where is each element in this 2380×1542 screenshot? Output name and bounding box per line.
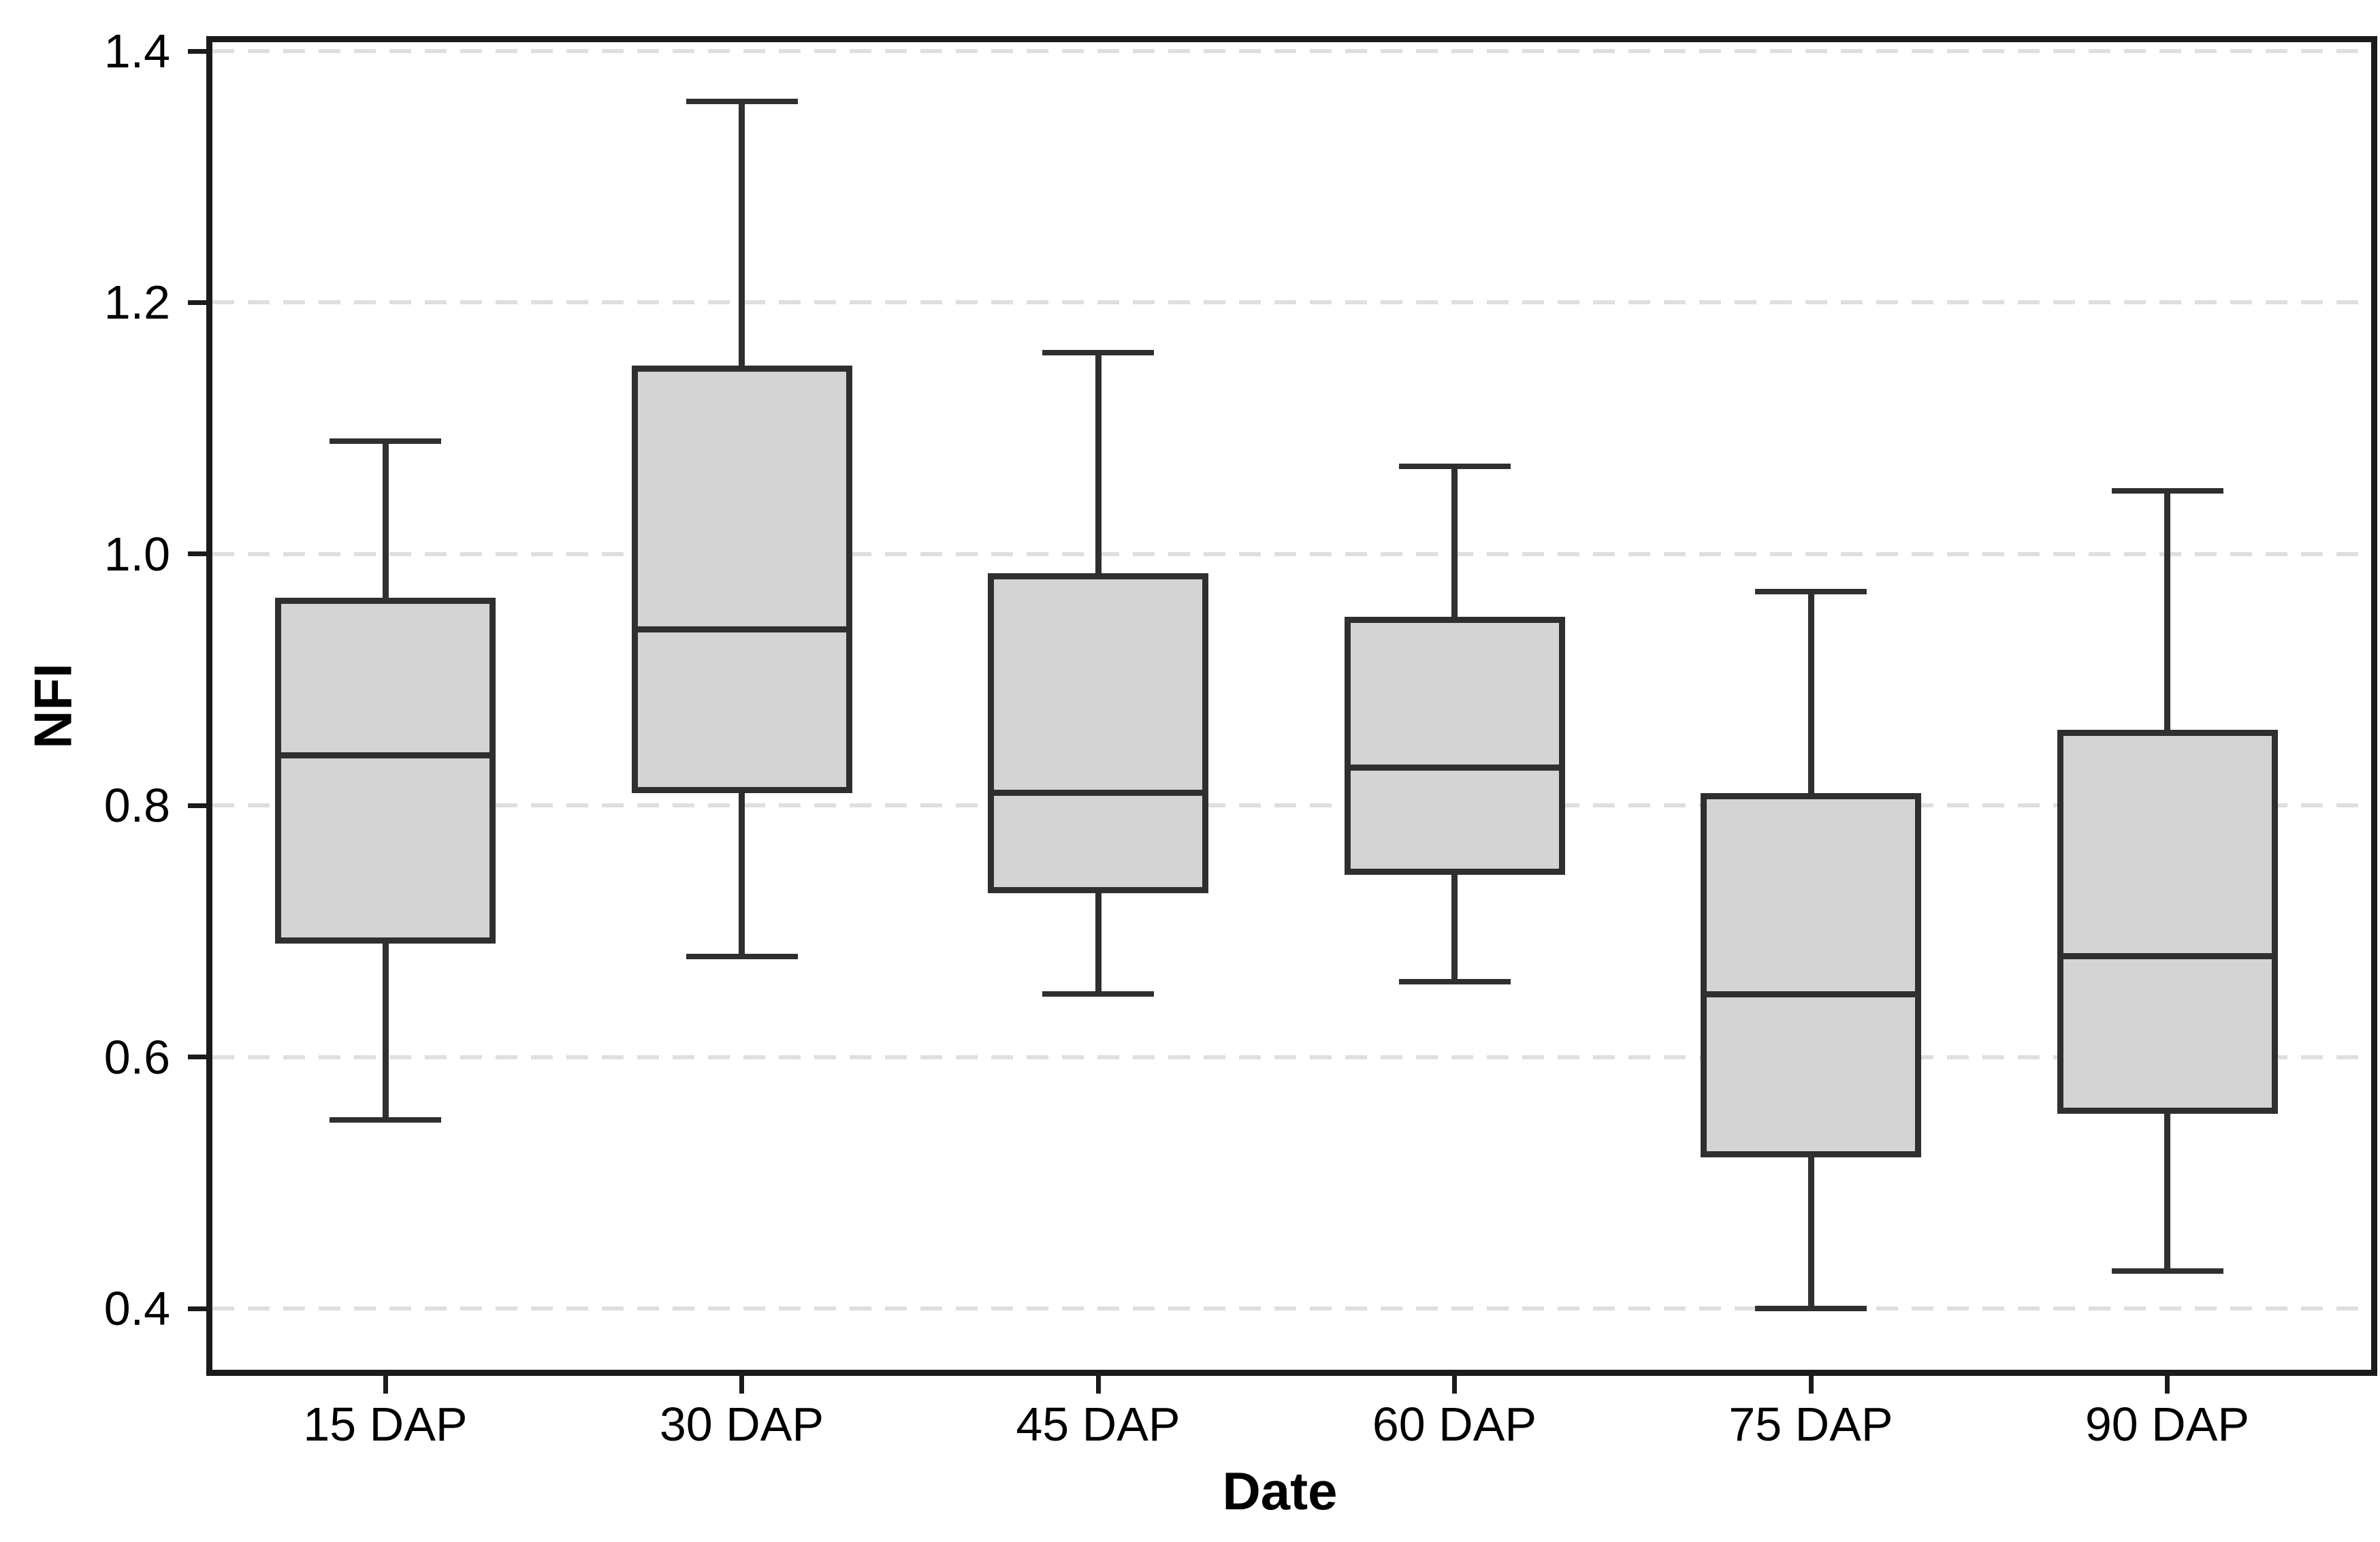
gridline-0-4	[212, 1306, 2371, 1311]
y-tick-1-2	[188, 300, 206, 305]
x-tick-label-30-dap: 30 DAP	[659, 1398, 824, 1451]
median-line	[634, 626, 850, 633]
median-line	[278, 752, 493, 758]
whisker-cap-lower	[1755, 1306, 1867, 1311]
median-line	[1703, 991, 1918, 997]
x-tick-label-60-dap: 60 DAP	[1372, 1398, 1537, 1451]
gridline-1-4	[212, 49, 2371, 53]
y-tick-0-8	[188, 803, 206, 808]
y-tick-label-1-2: 1.2	[103, 276, 170, 330]
y-tick-label-0-4: 0.4	[103, 1282, 170, 1335]
whisker-cap-upper	[1398, 463, 1511, 469]
whisker-cap-lower	[2111, 1268, 2223, 1274]
x-tick-label-45-dap: 45 DAP	[1016, 1398, 1180, 1451]
y-tick-1-4	[188, 48, 206, 54]
iqr-box	[1344, 617, 1565, 875]
x-tick-90-dap	[2165, 1376, 2170, 1394]
iqr-box	[2057, 730, 2278, 1114]
x-axis-title: Date	[1222, 1461, 1338, 1521]
whisker-cap-lower	[1398, 978, 1511, 984]
whisker-cap-upper	[686, 98, 798, 104]
whisker-cap-upper	[329, 438, 441, 444]
y-tick-label-0-8: 0.8	[103, 779, 170, 833]
median-line	[1347, 765, 1562, 771]
x-tick-30-dap	[739, 1376, 744, 1394]
iqr-box	[275, 598, 496, 944]
iqr-box	[1701, 792, 1921, 1158]
y-tick-label-1-4: 1.4	[103, 25, 170, 78]
median-line	[991, 790, 1206, 797]
x-tick-45-dap	[1095, 1376, 1101, 1394]
whisker-cap-upper	[2111, 488, 2223, 494]
x-tick-75-dap	[1808, 1376, 1814, 1394]
whisker-cap-lower	[329, 1117, 441, 1123]
y-tick-label-0-6: 0.6	[103, 1030, 170, 1084]
iqr-box	[631, 365, 852, 793]
whisker-cap-lower	[686, 953, 798, 959]
y-tick-0-6	[188, 1055, 206, 1060]
x-tick-label-75-dap: 75 DAP	[1728, 1398, 1893, 1451]
whisker-cap-upper	[1755, 589, 1867, 595]
gridline-1-0	[212, 551, 2371, 556]
gridline-0-6	[212, 1055, 2371, 1059]
gridline-0-8	[212, 803, 2371, 808]
whisker-cap-upper	[1042, 350, 1154, 356]
x-tick-label-90-dap: 90 DAP	[2085, 1398, 2250, 1451]
median-line	[2059, 953, 2275, 960]
y-tick-0-4	[188, 1306, 206, 1311]
y-tick-label-1-0: 1.0	[103, 527, 170, 581]
y-tick-1-0	[188, 551, 206, 557]
x-tick-label-15-dap: 15 DAP	[303, 1398, 468, 1451]
whisker-cap-lower	[1042, 991, 1154, 997]
x-tick-60-dap	[1452, 1376, 1457, 1394]
iqr-box	[988, 573, 1208, 894]
gridline-1-2	[212, 300, 2371, 305]
x-tick-15-dap	[383, 1376, 388, 1394]
